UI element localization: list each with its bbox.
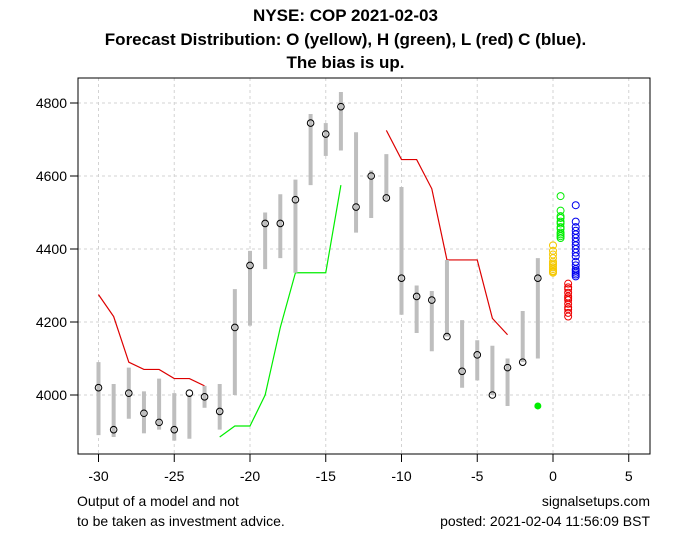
x-tick-label: 5 [625, 468, 633, 484]
x-tick-label: -25 [164, 468, 184, 484]
low-forecast-point [564, 299, 573, 308]
posted-timestamp: posted: 2021-02-04 11:56:09 BST [440, 513, 650, 529]
close-forecast-point [571, 217, 580, 226]
high-forecast-point [556, 192, 565, 201]
close-marker [246, 261, 254, 270]
high-forecast-point [556, 219, 565, 228]
x-tick-label: -30 [88, 468, 108, 484]
close-marker [352, 203, 360, 211]
upper-band-line [98, 294, 205, 387]
close-marker [321, 130, 330, 138]
disclaimer-line-2: to be taken as investment advice. [77, 513, 285, 529]
low-forecast-point [564, 312, 573, 321]
open-forecast-point [549, 241, 557, 250]
y-tick-label: 4800 [36, 95, 67, 111]
close-marker [215, 407, 224, 416]
close-marker [428, 296, 436, 304]
close-marker [200, 393, 209, 401]
high-forecast-point [556, 213, 565, 222]
close-marker [473, 351, 482, 359]
close-marker [503, 363, 512, 372]
close-marker [412, 292, 421, 301]
high-marker-dot [534, 402, 542, 410]
x-tick-label: -20 [240, 468, 260, 484]
close-marker [534, 274, 542, 283]
grid-lines [78, 78, 650, 454]
close-marker [397, 274, 406, 283]
y-tick-label: 4000 [36, 387, 67, 403]
close-marker [488, 391, 497, 399]
disclaimer-line-1: Output of a model and not [77, 493, 239, 509]
close-marker [170, 425, 179, 434]
close-marker [185, 389, 194, 397]
close-marker [140, 409, 148, 418]
x-tick-label: -5 [471, 468, 484, 484]
open-forecast-point [549, 268, 557, 277]
close-marker [231, 323, 239, 332]
close-marker [382, 194, 391, 202]
y-tick-label: 4400 [36, 241, 67, 257]
range-bars [96, 92, 540, 441]
chart-title: NYSE: COP 2021-02-03 [253, 6, 438, 25]
chart-subtitle: Forecast Distribution: O (yellow), H (gr… [104, 30, 587, 49]
close-marker [109, 425, 118, 434]
low-forecast-point [564, 308, 573, 317]
close-forecast-point [571, 272, 580, 281]
close-marker [306, 119, 315, 127]
source-site: signalsetups.com [541, 493, 650, 509]
close-marker [518, 358, 527, 366]
x-tick-label: 0 [549, 468, 557, 484]
y-tick-label: 4200 [36, 314, 67, 330]
close-markers [94, 102, 542, 434]
low-forecast-point [564, 279, 573, 288]
close-marker [458, 367, 466, 376]
close-forecast-point [571, 252, 580, 261]
close-marker [94, 383, 103, 392]
axes: -30 -25 -20 -15 -10 -5 0 5 4000 4200 4400 4600 4800 [36, 95, 633, 484]
close-forecast-point [571, 248, 580, 257]
close-marker [443, 332, 451, 341]
close-marker [291, 195, 300, 204]
high-forecast-point [556, 234, 565, 243]
plot-frame [77, 77, 651, 455]
close-marker [155, 418, 163, 427]
x-tick-label: -15 [316, 468, 336, 484]
close-forecast-point [571, 201, 580, 210]
close-marker [337, 102, 345, 111]
forecast-distributions [534, 192, 580, 410]
close-marker [261, 219, 269, 228]
close-marker [125, 389, 133, 397]
chart-subtitle-bias: The bias is up. [286, 53, 405, 72]
close-marker [276, 219, 285, 228]
close-marker [367, 172, 376, 180]
x-tick-label: -10 [391, 468, 411, 484]
y-tick-label: 4600 [36, 168, 67, 184]
lower-band-line [219, 185, 342, 438]
